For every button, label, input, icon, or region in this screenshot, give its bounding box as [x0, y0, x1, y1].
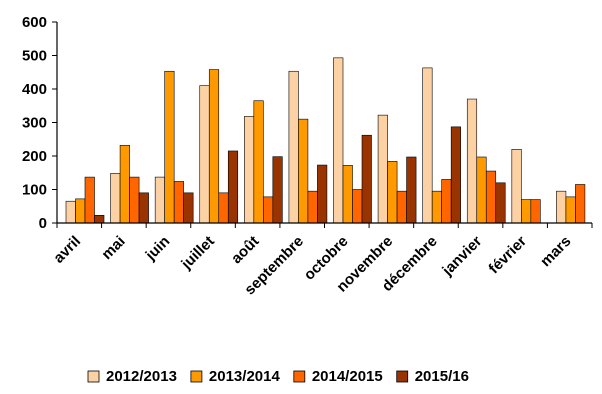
bar-2015/16-novembre: [406, 156, 417, 224]
bar-2015/16-juillet: [227, 150, 239, 224]
bar-2014/2015-juillet: [218, 192, 229, 224]
bar-2014/2015-mai: [129, 176, 140, 224]
y-tick-label: 300: [22, 115, 47, 132]
bar-2012/2013-août: [244, 116, 255, 224]
bar-2013/2014-septembre: [298, 118, 309, 224]
x-category-label: août: [228, 233, 262, 267]
bar-2013/2014-février: [521, 199, 532, 224]
x-category-label: février: [485, 233, 530, 278]
bar-2013/2014-mars: [565, 196, 576, 224]
bar-2014/2015-octobre: [352, 189, 363, 224]
bars-group: [65, 57, 586, 224]
legend-item: 2013/2014: [190, 368, 281, 385]
bar-2012/2013-avril: [65, 200, 76, 224]
legend-item: 2014/2015: [293, 368, 383, 385]
bar-2012/2013-mars: [556, 190, 567, 224]
bar-2014/2015-septembre: [307, 190, 318, 224]
x-category-label: juin: [142, 233, 174, 265]
bar-2012/2013-février: [511, 149, 522, 224]
legend-swatch: [293, 370, 306, 383]
legend-swatch: [87, 370, 100, 383]
bar-2012/2013-juillet: [199, 85, 210, 224]
bar-2014/2015-janvier: [485, 170, 497, 224]
bar-2015/16-septembre: [317, 164, 328, 224]
bar-2012/2013-mai: [110, 173, 121, 224]
legend-swatch: [396, 370, 409, 383]
x-category-label: juillet: [177, 233, 217, 273]
legend-item: 2012/2013: [87, 368, 177, 385]
bar-2012/2013-décembre: [422, 67, 433, 224]
bar-2015/16-décembre: [450, 126, 461, 224]
legend-label: 2013/2014: [209, 368, 281, 385]
legend-label: 2012/2013: [106, 368, 177, 385]
bar-2015/16-mai: [138, 192, 149, 224]
bar-2013/2014-avril: [75, 198, 86, 224]
bar-2014/2015-août: [263, 196, 274, 224]
bar-2013/2014-juillet: [208, 69, 220, 224]
legend: 2012/2013 2013/2014 2014/2015 2015/16: [87, 368, 469, 385]
bar-2012/2013-janvier: [466, 98, 478, 224]
bar-2013/2014-décembre: [431, 190, 442, 224]
legend-swatch: [190, 370, 203, 383]
bar-2014/2015-avril: [84, 176, 95, 224]
x-category-label: mars: [537, 233, 574, 270]
bar-2015/16-octobre: [361, 134, 372, 224]
bar-2012/2013-novembre: [377, 114, 388, 224]
y-tick-label: 0: [39, 215, 47, 232]
bar-2012/2013-juin: [154, 176, 165, 224]
bar-2013/2014-janvier: [476, 156, 487, 224]
bar-2013/2014-mai: [119, 144, 130, 224]
bar-2015/16-avril: [94, 214, 105, 224]
bar-2013/2014-octobre: [342, 165, 353, 224]
axes-group: [52, 21, 593, 228]
bar-2013/2014-août: [253, 100, 264, 224]
y-tick-label: 600: [22, 14, 47, 31]
bar-2013/2014-juin: [164, 70, 175, 224]
y-tick-label: 100: [22, 182, 47, 199]
bar-2012/2013-septembre: [288, 70, 299, 224]
x-category-label: janvier: [438, 233, 485, 280]
bar-2014/2015-novembre: [396, 190, 407, 224]
legend-label: 2014/2015: [312, 368, 383, 385]
bar-2013/2014-novembre: [387, 161, 398, 224]
bar-2014/2015-mars: [575, 184, 586, 224]
y-tick-label: 200: [22, 148, 47, 165]
y-tick-label: 500: [22, 48, 47, 65]
bar-2012/2013-octobre: [333, 57, 344, 224]
x-category-label: mai: [98, 233, 128, 263]
legend-item: 2015/16: [396, 368, 469, 385]
bar-2014/2015-décembre: [441, 179, 452, 224]
bar-2015/16-juin: [183, 192, 194, 224]
bar-2015/16-août: [272, 156, 283, 224]
bar-2014/2015-février: [530, 199, 541, 224]
bar-2014/2015-juin: [173, 181, 184, 224]
legend-label: 2015/16: [415, 368, 469, 385]
bar-2015/16-janvier: [495, 182, 506, 224]
y-tick-label: 400: [22, 81, 47, 98]
x-category-label: avril: [50, 233, 84, 267]
